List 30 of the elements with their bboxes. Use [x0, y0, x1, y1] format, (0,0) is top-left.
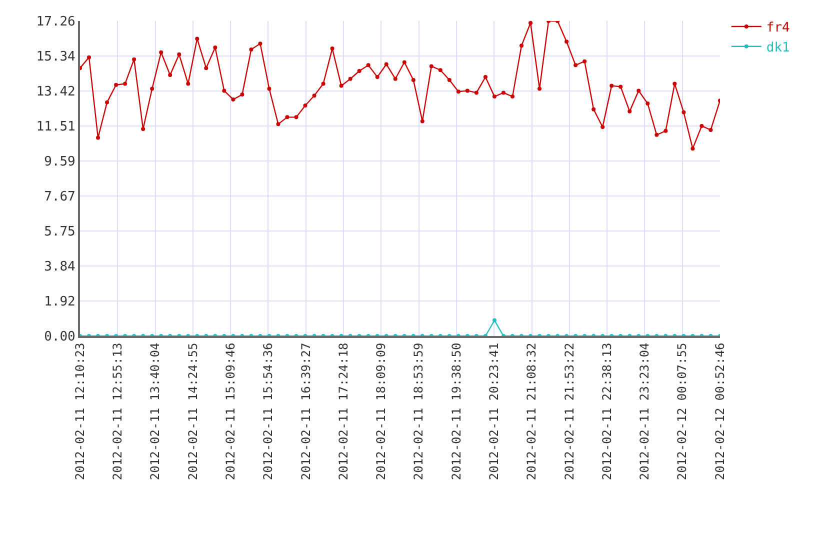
x-tick-label: 2012-02-12 00:07:55: [675, 342, 690, 480]
x-tick-label: 2012-02-11 22:38:13: [600, 342, 614, 480]
x-tick-label: 2012-02-11 23:23:04: [638, 342, 652, 480]
legend-label: fr4: [766, 20, 790, 36]
y-tick-label: 1.92: [44, 294, 76, 310]
x-tick-label: 2012-02-11 16:39:27: [298, 342, 313, 480]
x-tick-label: 2012-02-11 17:24:18: [336, 342, 350, 480]
x-tick-label: 2012-02-12 00:52:46: [712, 342, 727, 480]
x-tick-label: 2012-02-11 14:24:55: [186, 342, 200, 480]
x-tick-label: 2012-02-11 13:40:04: [148, 342, 162, 480]
y-tick-label: 9.59: [44, 154, 76, 170]
x-tick-label: 2012-02-11 15:54:36: [261, 342, 276, 480]
y-tick-label: 3.84: [44, 259, 76, 274]
x-tick-label: 2012-02-11 15:09:46: [223, 342, 238, 480]
x-tick-label: 2012-02-11 20:23:41: [487, 342, 502, 480]
x-tick-label: 2012-02-11 18:09:09: [374, 342, 388, 480]
y-tick-label: 15.34: [36, 50, 76, 65]
x-tick-label: 2012-02-11 19:38:50: [449, 342, 464, 480]
y-tick-label: 11.51: [36, 119, 76, 134]
y-tick-label: 5.75: [44, 224, 76, 240]
y-tick-label: 13.42: [36, 84, 76, 100]
legend-label: dk1: [766, 40, 790, 56]
x-tick-label: 2012-02-11 12:55:13: [110, 342, 125, 480]
y-tick-label: 0.00: [44, 330, 76, 345]
y-tick-label: 7.67: [44, 190, 76, 205]
x-tick-label: 2012-02-11 21:53:22: [562, 342, 576, 480]
x-tick-label: 2012-02-11 18:53:59: [412, 342, 426, 480]
x-tick-label: 2012-02-11 12:10:23: [72, 342, 87, 480]
x-tick-label: 2012-02-11 21:08:32: [524, 342, 539, 480]
y-tick-label: 17.26: [36, 14, 76, 30]
